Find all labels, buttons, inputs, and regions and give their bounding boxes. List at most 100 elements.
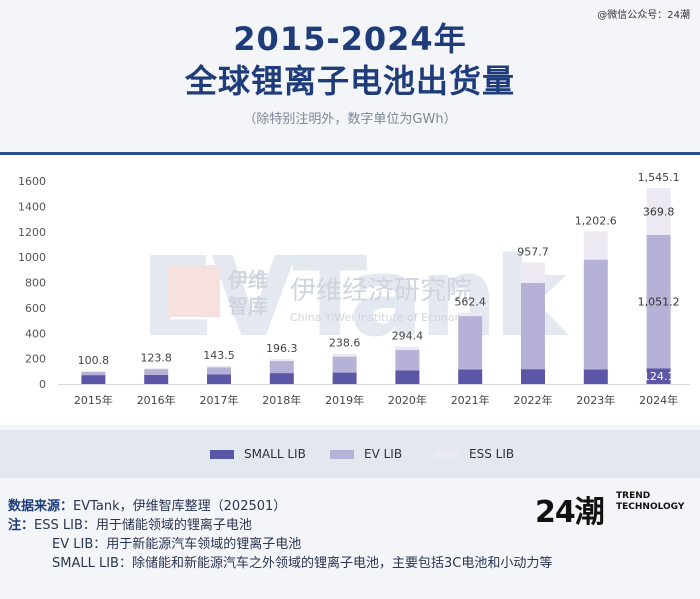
- total-label-2019: 238.6: [329, 337, 361, 350]
- total-label-2017: 143.5: [203, 349, 235, 362]
- legend-swatch-small-lib: [210, 449, 234, 459]
- y-tick-label-0: 0: [39, 378, 46, 391]
- bar-small-lib-2021: [458, 369, 483, 384]
- bar-ess-lib-2024: [646, 187, 671, 235]
- watermark-institute-en: China YiWei Institute of Economics: [290, 311, 480, 324]
- total-label-2020: 294.4: [392, 330, 424, 343]
- y-tick-label-1600: 1600: [18, 175, 46, 188]
- x-tick-label-2022: 2022年: [514, 393, 553, 407]
- watermark-cn-short-1: 伊维: [227, 268, 268, 292]
- bar-ess-lib-2022: [521, 262, 545, 283]
- bar-ess-lib-2017: [207, 365, 231, 368]
- bar-ev-lib-2023: [583, 259, 608, 370]
- bar-ev-lib-2022: [521, 282, 545, 370]
- bar-ev-lib-2018: [269, 361, 294, 374]
- trend-technology-logo: 24潮 TREND TECHNOLOGY: [535, 487, 695, 530]
- segment-label-ev-lib-2024: 1,051.2: [638, 296, 680, 309]
- bar-ev-lib-2020: [395, 349, 420, 371]
- total-label-2022: 957.7: [517, 245, 549, 258]
- bar-ev-lib-2024: [646, 234, 671, 369]
- bar-ess-lib-2020: [395, 346, 420, 350]
- bar-ess-lib-2016: [144, 368, 169, 370]
- bar-ev-lib-2015: [81, 371, 106, 376]
- chart-area: EVTank 伊维 智库 伊维经济研究院 China YiWei Institu…: [0, 155, 700, 425]
- legend-label-ev-lib: EV LIB: [364, 447, 403, 461]
- source-watermark: @微信公众号：24潮: [597, 10, 690, 21]
- total-label-2015: 100.8: [78, 354, 110, 367]
- total-label-2016: 123.8: [140, 351, 172, 364]
- bar-small-lib-2023: [583, 369, 608, 384]
- x-tick-label-2023: 2023年: [576, 393, 615, 407]
- note-ev-line: EV LIB：用于新能源汽车领域的锂离子电池: [52, 537, 302, 552]
- legend-label-ess-lib: ESS LIB: [469, 447, 515, 461]
- x-tick-label-2024: 2024年: [639, 393, 678, 407]
- x-tick-label-2019: 2019年: [325, 393, 364, 407]
- bar-chart: EVTank 伊维 智库 伊维经济研究院 China YiWei Institu…: [18, 171, 690, 407]
- legend-item-ev-lib: EV LIB: [330, 446, 402, 462]
- bar-small-lib-2024: [646, 368, 671, 384]
- note-ess-text: ESS LIB：用于储能领域的锂离子电池: [34, 518, 252, 533]
- bar-ev-lib-2021: [458, 316, 483, 370]
- bar-small-lib-2020: [395, 370, 420, 384]
- bar-ess-lib-2018: [269, 359, 294, 362]
- y-tick-label-400: 400: [25, 327, 46, 340]
- bar-small-lib-2016: [144, 374, 169, 384]
- chart-title-line-1: 2015-2024年: [233, 20, 467, 58]
- x-tick-label-2021: 2021年: [451, 393, 490, 407]
- total-label-2023: 1,202.6: [575, 214, 617, 227]
- legend-item-ess-lib: ESS LIB: [435, 446, 514, 462]
- watermark-cn-short-2: 智库: [228, 294, 268, 318]
- note-ess-line: 注：ESS LIB：用于储能领域的锂离子电池: [8, 516, 528, 535]
- x-tick-label-2017: 2017年: [200, 393, 239, 407]
- logo-mark: 24潮: [535, 495, 605, 530]
- y-tick-label-200: 200: [25, 353, 46, 366]
- total-label-2024: 1,545.1: [638, 171, 680, 184]
- total-label-2021: 562.4: [454, 296, 486, 309]
- bar-small-lib-2022: [521, 369, 545, 384]
- bar-ev-lib-2016: [144, 369, 169, 375]
- y-tick-label-1400: 1400: [18, 200, 46, 213]
- source-key: 数据来源：: [8, 499, 74, 514]
- source-value: EVTank，伊维智库整理（202501）: [73, 499, 287, 514]
- legend-label-small-lib: SMALL LIB: [244, 447, 306, 461]
- note-key: 注：: [8, 518, 35, 533]
- x-tick-label-2020: 2020年: [388, 393, 427, 407]
- title-block: 2015-2024年 全球锂离子电池出货量 （除特别注明外，数字单位为GWh）: [0, 18, 700, 127]
- bar-ess-lib-2015: [81, 371, 106, 372]
- bar-ev-lib-2017: [207, 367, 231, 375]
- y-tick-label-1000: 1000: [18, 251, 46, 264]
- note-small-line: SMALL LIB：除储能和新能源汽车之外领域的锂离子电池，主要包括3C电池和小…: [52, 556, 553, 571]
- legend-item-small-lib: SMALL LIB: [210, 446, 306, 462]
- y-tick-label-800: 800: [25, 277, 46, 290]
- logo-text-line-2: TECHNOLOGY: [616, 502, 685, 512]
- segment-label-ess-lib-2024: 369.8: [643, 205, 675, 218]
- bar-small-lib-2018: [269, 373, 294, 384]
- y-tick-label-1200: 1200: [18, 226, 46, 239]
- logo-text: TREND TECHNOLOGY: [616, 491, 684, 513]
- x-tick-label-2015: 2015年: [74, 393, 113, 407]
- bar-small-lib-2019: [332, 372, 357, 384]
- x-tick-label-2018: 2018年: [262, 393, 301, 407]
- bar-small-lib-2015: [81, 375, 106, 384]
- logo-text-line-1: TREND: [616, 491, 651, 501]
- watermark-logo-square: [168, 265, 220, 317]
- source-line: 数据来源：EVTank，伊维智库整理（202501）: [8, 497, 528, 516]
- segment-label-small-lib-2024: 124.1: [643, 370, 675, 383]
- y-tick-label-600: 600: [25, 302, 46, 315]
- bar-small-lib-2017: [207, 374, 231, 384]
- bar-ev-lib-2019: [332, 356, 357, 373]
- x-tick-label-2016: 2016年: [137, 393, 176, 407]
- divider-rule: [0, 152, 700, 155]
- notes-block: 数据来源：EVTank，伊维智库整理（202501） 注：ESS LIB：用于储…: [8, 497, 553, 573]
- bar-ess-lib-2021: [458, 312, 483, 317]
- chart-title-line-2: 全球锂离子电池出货量: [184, 62, 515, 100]
- legend-swatch-ess-lib: [435, 449, 459, 459]
- watermark-institute-cn: 伊维经济研究院: [290, 276, 472, 306]
- bar-ess-lib-2023: [583, 231, 608, 260]
- chart-subtitle: （除特别注明外，数字单位为GWh）: [243, 112, 457, 127]
- bar-ess-lib-2019: [332, 353, 357, 357]
- legend-swatch-ev-lib: [330, 449, 354, 459]
- total-label-2018: 196.3: [266, 342, 298, 355]
- legend: SMALL LIB EV LIB ESS LIB: [0, 430, 700, 478]
- chart-watermark: EVTank 伊维 智库 伊维经济研究院 China YiWei Institu…: [140, 233, 574, 361]
